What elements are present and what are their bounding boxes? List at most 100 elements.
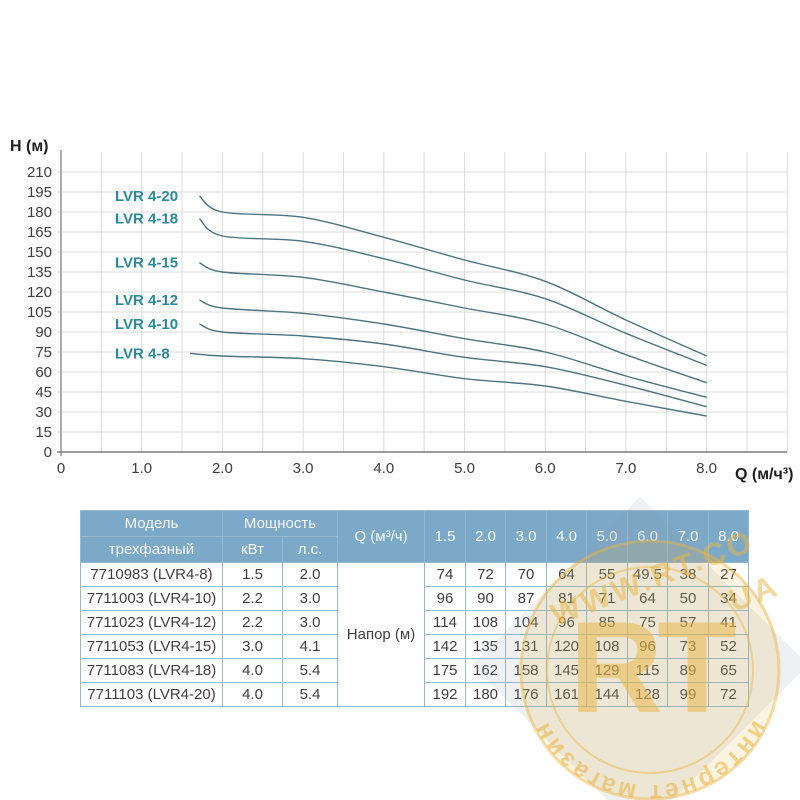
value-cell: 65	[708, 658, 750, 683]
value-cell: 145	[546, 658, 588, 683]
series-label: LVR 4-10	[115, 316, 178, 333]
value-cell: 104	[505, 610, 548, 635]
x-tick-label: 5.0	[454, 460, 475, 477]
x-tick-label: 6.0	[535, 460, 556, 477]
value-cell: 176	[505, 682, 548, 707]
value-cell: 87	[505, 586, 548, 611]
table-row: 7710983 (LVR4-8) 1.5 2.0 Напор (м) 74 72 70 64 5…	[80, 562, 750, 707]
table-row: 7711023 (LVR4-12) 2.2 3.0 114 108 104 96 85 75 57…	[80, 610, 750, 635]
value-cell: 55	[586, 562, 629, 587]
chart-ticks: 0 15 30 45 60 75 90 105 120 135 150 165 180 195 210 0 1.…	[27, 164, 717, 477]
value-cell: 96	[424, 586, 467, 611]
napor-merged-cell: Напор (м)	[337, 562, 426, 707]
pump-curves-chart: 0 15 30 45 60 75 90 105 120 135 150 165 180 195 210 0 1.…	[10, 138, 793, 483]
y-tick-label: 90	[35, 324, 52, 341]
flow-col-header: 2.0	[465, 510, 507, 563]
flow-col-header: 4.0	[546, 510, 588, 563]
value-cell: 50	[667, 586, 710, 611]
value-cell: 89	[667, 658, 710, 683]
spec-table-body: 7710983 (LVR4-8) 1.5 2.0 Напор (м) 74 72 70 64 5…	[80, 562, 750, 707]
series-label: LVR 4-20	[115, 188, 178, 205]
flow-col-header: 7.0	[667, 510, 710, 563]
y-tick-label: 15	[35, 424, 52, 441]
value-cell: 52	[708, 634, 750, 659]
value-cell: 120	[546, 634, 588, 659]
y-tick-label: 195	[27, 184, 52, 201]
model-cell: 7711083 (LVR4-18)	[80, 658, 223, 683]
y-tick-label: 75	[35, 344, 52, 361]
y-tick-label: 60	[35, 364, 52, 381]
chart-curves: LVR 4-20 LVR 4-18 LVR 4-15 LVR 4-12 LVR 4-10…	[115, 188, 707, 417]
model-cell: 7711053 (LVR4-15)	[80, 634, 223, 659]
spec-table-header: Модель Мощность Q (м³/ч) 1.5 2.0 3.0 4.0 5.0…	[80, 510, 750, 563]
y-tick-label: 30	[35, 404, 52, 421]
header-row: Модель Мощность Q (м³/ч) 1.5 2.0 3.0 4.0 5.0…	[80, 510, 750, 563]
value-cell: 72	[465, 562, 507, 587]
hp-cell: 4.1	[281, 634, 339, 659]
value-cell: 108	[465, 610, 507, 635]
x-axis-title: Q (м/ч³)	[735, 466, 793, 483]
y-tick-label: 120	[27, 284, 52, 301]
series-label: LVR 4-12	[115, 292, 178, 309]
value-cell: 73	[667, 634, 710, 659]
flow-col-header: 1.5	[424, 510, 467, 563]
value-cell: 128	[627, 682, 669, 707]
value-cell: 74	[424, 562, 467, 587]
hp-cell: 5.4	[281, 682, 339, 707]
watermark-ring-text: интернет магазин	[527, 716, 771, 800]
value-cell: 70	[505, 562, 548, 587]
value-cell: 99	[667, 682, 710, 707]
value-cell: 90	[465, 586, 507, 611]
value-cell: 85	[586, 610, 629, 635]
series-label: LVR 4-18	[115, 211, 178, 228]
hp-cell: 2.0	[281, 562, 339, 587]
value-cell: 96	[627, 634, 669, 659]
model-cell: 7710983 (LVR4-8)	[80, 562, 223, 587]
kw-header: кВт	[222, 536, 283, 563]
x-tick-label: 3.0	[293, 460, 314, 477]
y-tick-label: 0	[44, 444, 52, 461]
value-cell: 131	[505, 634, 548, 659]
value-cell: 38	[667, 562, 710, 587]
flow-col-header: 5.0	[586, 510, 629, 563]
y-tick-label: 210	[27, 164, 52, 181]
value-cell: 135	[465, 634, 507, 659]
value-cell: 34	[708, 586, 750, 611]
curve-lvr-4-20	[198, 195, 707, 357]
model-header: Модель	[80, 510, 223, 537]
value-cell: 142	[424, 634, 467, 659]
value-cell: 115	[627, 658, 669, 683]
curve-lvr-4-8	[190, 352, 707, 417]
curve-lvr-4-15	[199, 262, 707, 384]
value-cell: 72	[708, 682, 750, 707]
value-cell: 27	[708, 562, 750, 587]
table-row: 7711083 (LVR4-18) 4.0 5.4 175 162 158 145 129 11…	[80, 658, 750, 683]
x-tick-label: 4.0	[373, 460, 394, 477]
hp-cell: 5.4	[281, 658, 339, 683]
power-header: Мощность	[221, 510, 339, 537]
value-cell: 49.5	[627, 562, 669, 587]
curve-lvr-4-18	[198, 218, 707, 366]
value-cell: 75	[627, 610, 669, 635]
value-cell: 64	[627, 586, 669, 611]
spec-table: Модель Мощность Q (м³/ч) 1.5 2.0 3.0 4.0 5.0…	[80, 510, 750, 707]
model-cell: 7711103 (LVR4-20)	[80, 682, 223, 707]
value-cell: 114	[424, 610, 467, 635]
series-label: LVR 4-15	[115, 255, 178, 272]
value-cell: 180	[465, 682, 507, 707]
value-cell: 192	[424, 682, 467, 707]
q-header: Q (м³/ч)	[337, 510, 426, 563]
y-tick-label: 105	[27, 304, 52, 321]
curve-lvr-4-12	[199, 299, 707, 398]
x-tick-label: 0	[57, 460, 65, 477]
curve-lvr-4-10	[199, 323, 707, 408]
model-cell: 7711003 (LVR4-10)	[80, 586, 223, 611]
value-cell: 41	[708, 610, 750, 635]
value-cell: 175	[424, 658, 467, 683]
table-row: 7711103 (LVR4-20) 4.0 5.4 192 180 176 161 144 12…	[80, 682, 750, 707]
value-cell: 161	[546, 682, 588, 707]
kw-cell: 2.2	[222, 586, 283, 611]
value-cell: 96	[546, 610, 588, 635]
y-axis-title: H (м)	[10, 138, 49, 155]
